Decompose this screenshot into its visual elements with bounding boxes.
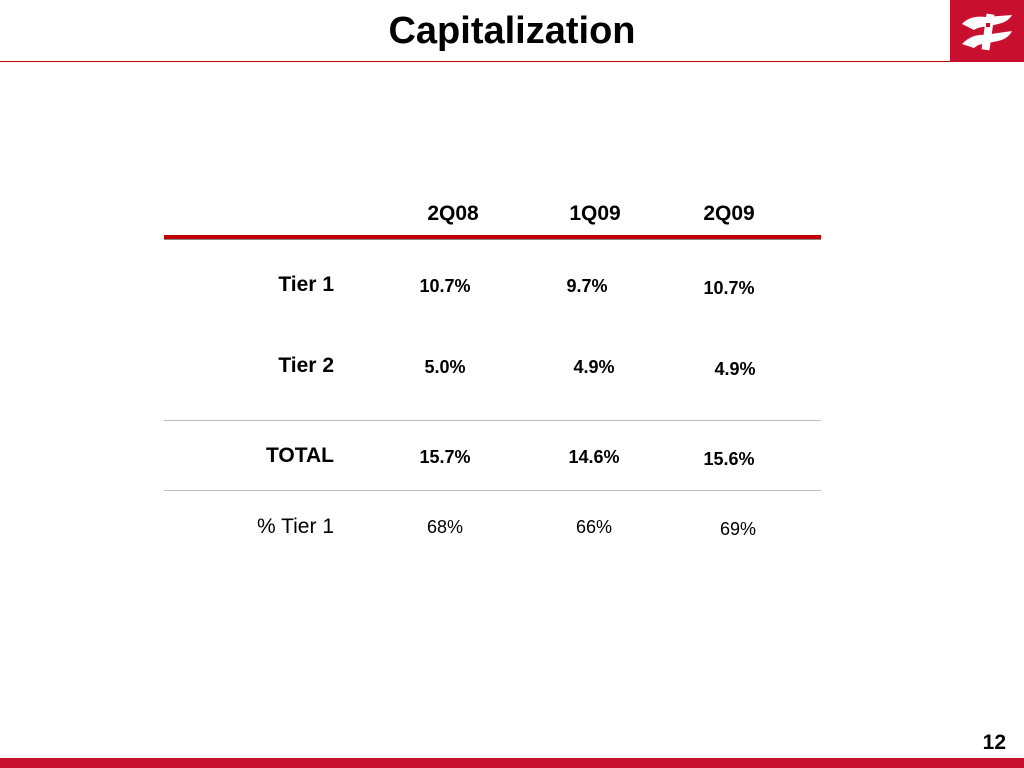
cell-tier1-1q09: 9.7% xyxy=(566,276,608,296)
footer-bar xyxy=(0,758,1024,768)
cell-tier2-1q09: 4.9% xyxy=(573,357,615,377)
title-divider xyxy=(0,61,950,62)
row-label-tier2: Tier 2 xyxy=(278,354,334,377)
cell-percent-1q09: 66% xyxy=(575,517,613,537)
row-label-percent-tier1: % Tier 1 xyxy=(256,515,334,538)
page-title: Capitalization xyxy=(388,10,636,52)
cell-total-1q09: 14.6% xyxy=(568,447,620,467)
page-number: 12 xyxy=(982,731,1006,754)
cell-percent-2q08: 68% xyxy=(426,517,464,537)
cell-tier1-2q09: 10.7% xyxy=(703,278,755,298)
column-header-2q09: 2Q09 xyxy=(703,202,755,225)
row-label-total: TOTAL xyxy=(265,444,334,467)
column-header-1q09: 1Q09 xyxy=(569,202,621,225)
cell-tier1-2q08: 10.7% xyxy=(419,276,471,296)
cell-total-2q08: 15.7% xyxy=(419,447,471,467)
header-divider xyxy=(164,235,821,240)
percent-divider xyxy=(164,490,821,491)
cell-percent-2q09: 69% xyxy=(719,519,757,539)
row-label-tier1: Tier 1 xyxy=(278,273,334,296)
bank-logo-icon xyxy=(950,0,1024,62)
cell-tier2-2q09: 4.9% xyxy=(714,359,756,379)
cell-tier2-2q08: 5.0% xyxy=(424,357,466,377)
column-header-2q08: 2Q08 xyxy=(427,202,479,225)
cell-total-2q09: 15.6% xyxy=(703,449,755,469)
total-divider xyxy=(164,420,821,421)
